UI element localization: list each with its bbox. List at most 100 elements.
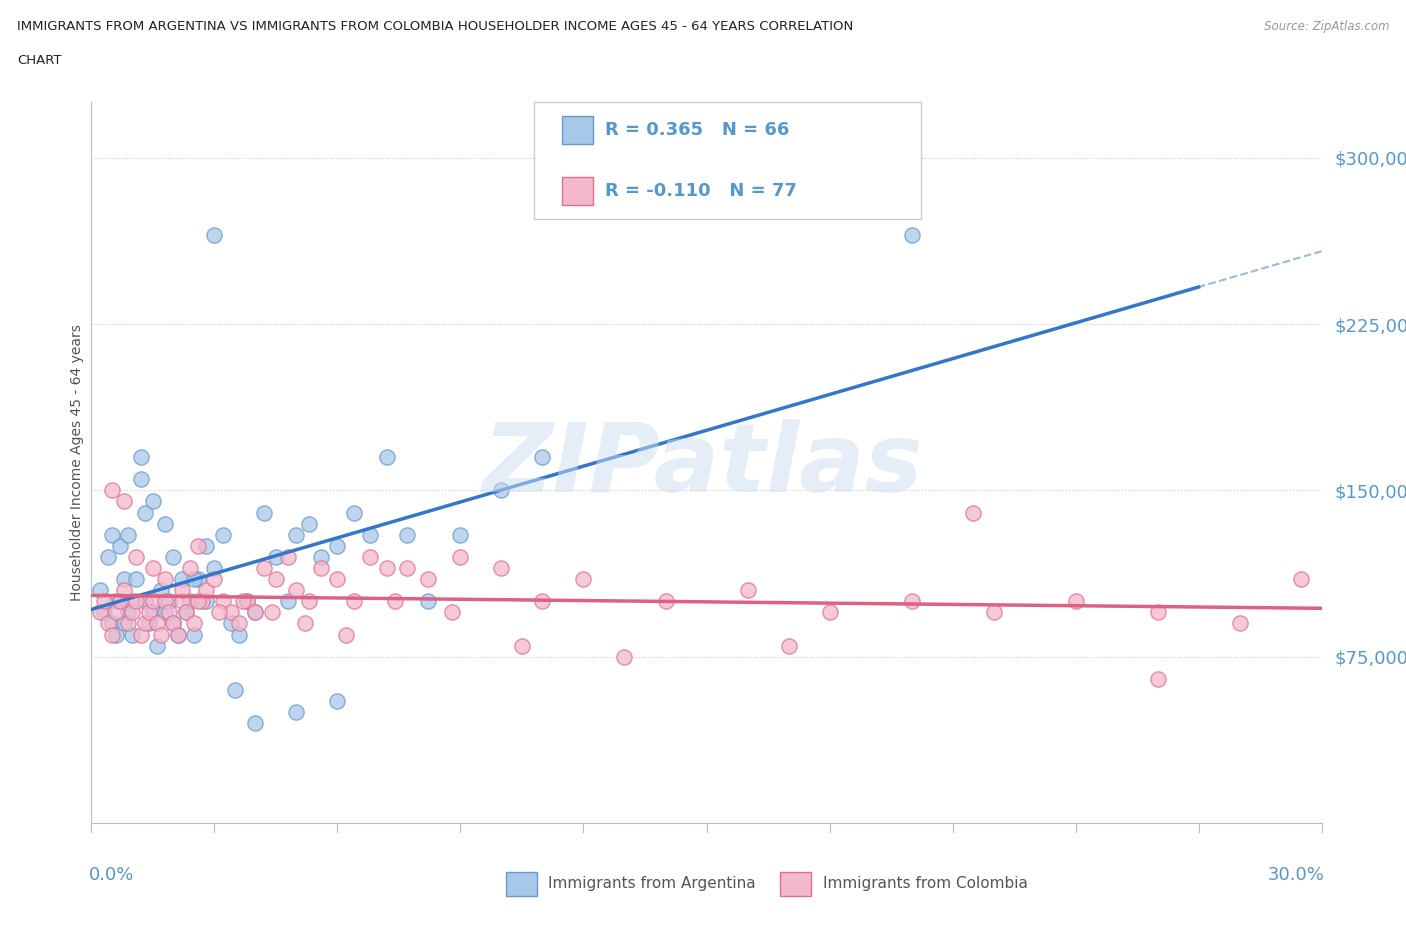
Point — [285, 583, 308, 598]
Point — [157, 604, 180, 619]
Point — [142, 604, 165, 619]
Point — [654, 594, 676, 609]
Text: 30.0%: 30.0% — [1267, 867, 1324, 884]
Point — [572, 572, 595, 587]
Point — [1289, 572, 1312, 587]
Text: Source: ZipAtlas.com: Source: ZipAtlas.com — [1264, 20, 1389, 33]
Point — [298, 516, 321, 531]
Point — [778, 638, 800, 653]
Point — [101, 616, 124, 631]
Point — [232, 594, 254, 609]
Point — [202, 561, 225, 576]
Point — [195, 594, 218, 609]
Point — [121, 594, 143, 609]
Point — [236, 594, 259, 609]
Point — [93, 594, 115, 609]
Point — [335, 627, 357, 642]
Point — [253, 561, 276, 576]
Point — [142, 561, 165, 576]
Point — [170, 572, 193, 587]
Point — [129, 627, 152, 642]
Point — [187, 572, 209, 587]
Point — [105, 627, 127, 642]
Point — [183, 627, 205, 642]
Point — [449, 527, 471, 542]
Point — [97, 550, 120, 565]
Point — [146, 638, 169, 653]
Point — [818, 604, 841, 619]
Point — [142, 594, 165, 609]
Point — [1064, 594, 1087, 609]
Point — [219, 604, 242, 619]
Point — [416, 572, 439, 587]
Point — [105, 604, 127, 619]
Text: ZIPatlas: ZIPatlas — [482, 418, 924, 512]
Point — [117, 604, 139, 619]
Point — [174, 604, 197, 619]
Point — [375, 561, 398, 576]
Point — [170, 583, 193, 598]
Point — [285, 705, 308, 720]
Point — [900, 594, 922, 609]
Point — [510, 638, 533, 653]
Point — [264, 572, 287, 587]
Point — [93, 604, 115, 619]
Point — [326, 572, 349, 587]
Point — [112, 572, 135, 587]
Point — [125, 572, 148, 587]
Point — [195, 583, 218, 598]
Point — [211, 527, 233, 542]
Point — [162, 616, 184, 631]
Point — [228, 616, 250, 631]
Point — [962, 505, 984, 520]
Point — [138, 604, 160, 619]
Point — [187, 594, 209, 609]
Point — [157, 594, 180, 609]
Point — [146, 616, 169, 631]
Point — [150, 627, 173, 642]
Point — [326, 694, 349, 709]
Point — [309, 561, 332, 576]
Point — [138, 616, 160, 631]
Point — [153, 594, 177, 609]
Point — [441, 604, 464, 619]
Point — [613, 649, 636, 664]
Point — [396, 527, 419, 542]
Point — [359, 550, 381, 565]
Text: R = -0.110   N = 77: R = -0.110 N = 77 — [605, 181, 796, 200]
Point — [89, 583, 111, 598]
Point — [491, 483, 513, 498]
Point — [384, 594, 406, 609]
Point — [162, 616, 184, 631]
Point — [277, 550, 299, 565]
Point — [396, 561, 419, 576]
Point — [264, 550, 287, 565]
Point — [219, 616, 242, 631]
Point — [134, 594, 156, 609]
Text: Immigrants from Colombia: Immigrants from Colombia — [823, 876, 1028, 892]
Point — [245, 604, 267, 619]
Point — [174, 604, 197, 619]
Point — [1229, 616, 1251, 631]
Point — [153, 572, 177, 587]
Point — [294, 616, 316, 631]
Text: IMMIGRANTS FROM ARGENTINA VS IMMIGRANTS FROM COLOMBIA HOUSEHOLDER INCOME AGES 45: IMMIGRANTS FROM ARGENTINA VS IMMIGRANTS … — [17, 20, 853, 33]
Point — [253, 505, 276, 520]
Point — [207, 604, 229, 619]
Point — [343, 594, 366, 609]
Point — [298, 594, 321, 609]
Point — [416, 594, 439, 609]
Point — [166, 627, 188, 642]
Point — [166, 627, 188, 642]
Point — [101, 527, 124, 542]
Point — [191, 594, 214, 609]
Point — [531, 594, 554, 609]
Point — [108, 594, 131, 609]
Point — [129, 450, 152, 465]
Text: Immigrants from Argentina: Immigrants from Argentina — [548, 876, 756, 892]
Point — [121, 627, 143, 642]
Point — [359, 527, 381, 542]
Point — [129, 472, 152, 486]
Point — [105, 594, 127, 609]
Point — [121, 604, 143, 619]
